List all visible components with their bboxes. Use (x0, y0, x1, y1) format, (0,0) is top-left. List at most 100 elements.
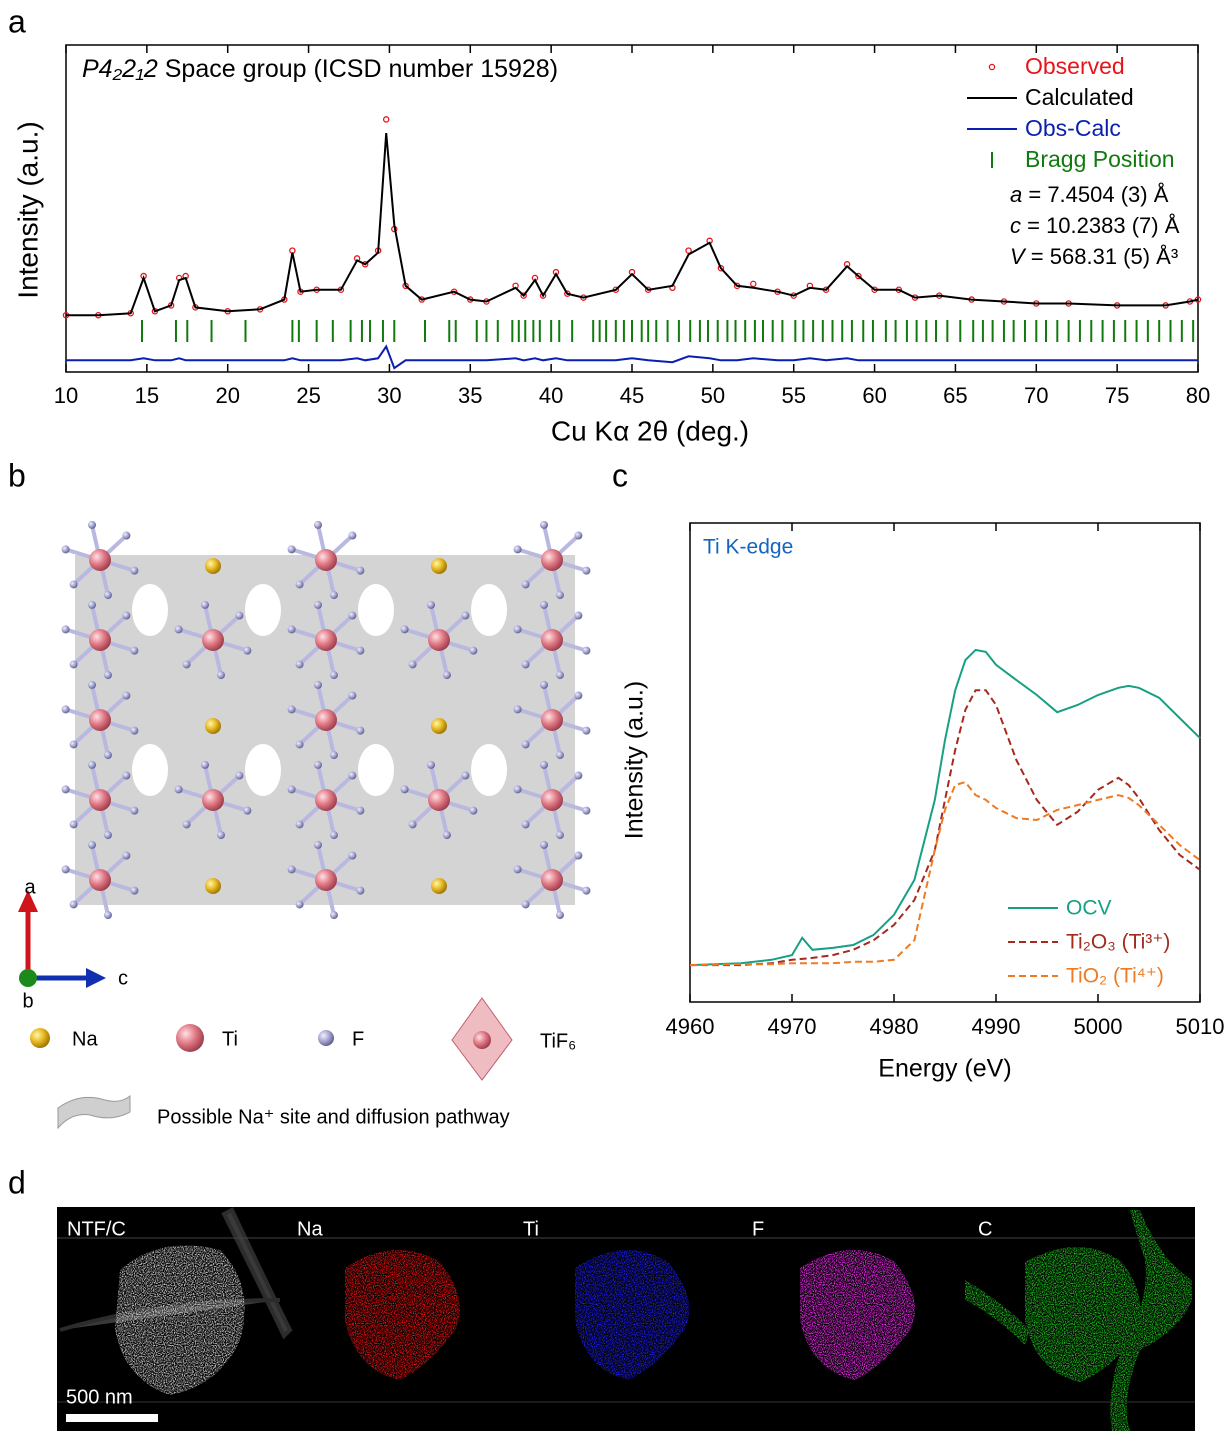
f-atom (469, 647, 477, 655)
f-atom (243, 807, 251, 815)
f-atom (62, 625, 70, 633)
f-atom (556, 591, 564, 599)
x-tick-label: 35 (458, 383, 482, 408)
f-atom (540, 681, 548, 689)
lattice-value: = 568.31 (5) Å³ (1025, 244, 1178, 269)
f-atom (574, 532, 582, 540)
f-atom (556, 911, 564, 919)
pore (132, 744, 168, 796)
x-tick-label: 45 (620, 383, 644, 408)
f-atom (314, 761, 322, 769)
f-atom (522, 740, 530, 748)
f-atom (514, 865, 522, 873)
f-atom (288, 545, 296, 553)
lattice-parameter: c = 10.2383 (7) Å (1010, 213, 1180, 238)
eds-label: Na (297, 1218, 323, 1240)
panel-label: d (8, 1164, 26, 1200)
f-atom (70, 820, 78, 828)
eds-label: NTF/C (67, 1218, 126, 1240)
f-atom (288, 785, 296, 793)
f-atom (540, 761, 548, 769)
f-atom (296, 580, 304, 588)
f-atom (427, 761, 435, 769)
x-tick-label: 60 (862, 383, 886, 408)
f-atom (348, 852, 356, 860)
f-atom (514, 705, 522, 713)
na-atom (205, 558, 221, 574)
x-tick-label: 5000 (1074, 1014, 1123, 1039)
x-tick-label: 65 (943, 383, 967, 408)
f-atom (104, 591, 112, 599)
f-atom (540, 841, 548, 849)
ti-atom (315, 709, 337, 731)
scale-bar (66, 1414, 158, 1422)
legend-label: TiO₂ (Ti⁴⁺) (1066, 965, 1164, 988)
arrowhead (86, 968, 106, 988)
legend-label: Bragg Position (1025, 146, 1175, 172)
f-atom (296, 900, 304, 908)
f-atom (217, 671, 225, 679)
annotation: Ti K-edge (703, 536, 793, 559)
f-atom (409, 820, 417, 828)
f-atom (401, 785, 409, 793)
f-atom (183, 820, 191, 828)
f-atom (217, 831, 225, 839)
f-atom (175, 785, 183, 793)
pore (358, 584, 394, 636)
annotation-symbol: P4₂2₁2 (82, 55, 158, 83)
lattice-value: = 7.4504 (3) Å (1022, 182, 1168, 207)
ti-atom (202, 629, 224, 651)
pore (471, 584, 507, 636)
x-tick-label: 80 (1186, 383, 1210, 408)
f-atom (582, 727, 590, 735)
f-atom (235, 772, 243, 780)
x-axis-label: Cu Kα 2θ (deg.) (551, 415, 749, 446)
f-atom (130, 567, 138, 575)
x-tick-label: 70 (1024, 383, 1048, 408)
na-atom (205, 878, 221, 894)
lattice-parameter: V = 568.31 (5) Å³ (1010, 244, 1178, 269)
f-atom (122, 852, 130, 860)
f-atom (582, 567, 590, 575)
lattice-value: = 10.2383 (7) Å (1021, 213, 1180, 238)
pathway-label: Possible Na⁺ site and diffusion pathway (157, 1106, 510, 1128)
ti-atom (541, 789, 563, 811)
f-atom (540, 601, 548, 609)
f-atom (330, 911, 338, 919)
f-atom (88, 601, 96, 609)
legend-label: Calculated (1025, 84, 1134, 110)
f-atom (582, 807, 590, 815)
x-tick-label: 15 (135, 383, 159, 408)
series-line (690, 690, 1200, 965)
f-atom (235, 612, 243, 620)
x-tick-label: 50 (701, 383, 725, 408)
f-atom (514, 785, 522, 793)
f-atom (201, 761, 209, 769)
scale-bar-label: 500 nm (66, 1386, 133, 1408)
eds-label: F (752, 1218, 764, 1240)
ti-atom (89, 629, 111, 651)
f-atom (122, 612, 130, 620)
f-atom (88, 761, 96, 769)
f-atom (556, 751, 564, 759)
f-atom (296, 660, 304, 668)
f-atom (130, 727, 138, 735)
legend-label: OCV (1066, 897, 1112, 920)
legend-atom (318, 1030, 334, 1046)
figure: a b c d P4₂2₁2 Space group (ICSD number … (0, 0, 1227, 1431)
axis-origin (19, 969, 37, 987)
f-atom (348, 612, 356, 620)
f-atom (243, 647, 251, 655)
f-atom (296, 740, 304, 748)
f-atom (175, 625, 183, 633)
f-atom (62, 705, 70, 713)
f-atom (314, 601, 322, 609)
f-atom (70, 740, 78, 748)
f-atom (62, 865, 70, 873)
pore (132, 584, 168, 636)
f-atom (88, 681, 96, 689)
f-atom (330, 831, 338, 839)
f-atom (427, 601, 435, 609)
f-atom (582, 887, 590, 895)
f-atom (70, 660, 78, 668)
